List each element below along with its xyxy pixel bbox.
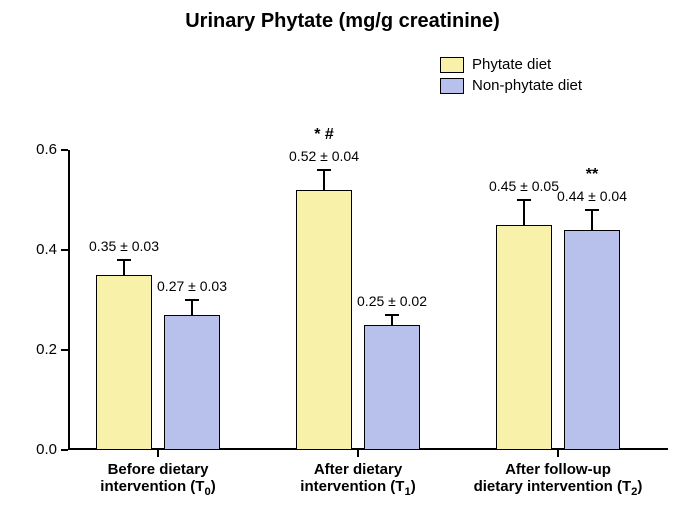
legend: Phytate diet Non-phytate diet bbox=[440, 56, 582, 98]
legend-swatch bbox=[440, 57, 464, 73]
significance-marker: * # bbox=[284, 126, 364, 144]
x-axis-label: After dietaryintervention (T1) bbox=[258, 461, 458, 498]
error-cap bbox=[585, 209, 599, 211]
bar bbox=[164, 315, 220, 450]
legend-label: Non-phytate diet bbox=[472, 77, 582, 94]
error-cap bbox=[317, 169, 331, 171]
error-cap bbox=[117, 259, 131, 261]
y-tick-label: 0.0 bbox=[17, 441, 57, 458]
value-label: 0.27 ± 0.03 bbox=[142, 278, 242, 294]
significance-marker: ** bbox=[552, 166, 632, 184]
legend-swatch bbox=[440, 78, 464, 94]
error-bar bbox=[191, 300, 193, 315]
x-tick bbox=[157, 450, 159, 457]
legend-item: Non-phytate diet bbox=[440, 77, 582, 94]
error-cap bbox=[385, 314, 399, 316]
y-tick bbox=[61, 249, 68, 251]
bar bbox=[96, 275, 152, 450]
x-axis-label-line2: dietary intervention (T2) bbox=[458, 478, 658, 498]
error-bar bbox=[123, 260, 125, 275]
x-axis-label: After follow-updietary intervention (T2) bbox=[458, 461, 658, 498]
bar bbox=[296, 190, 352, 450]
y-tick bbox=[61, 449, 68, 451]
y-tick-label: 0.6 bbox=[17, 141, 57, 158]
error-bar bbox=[523, 200, 525, 225]
y-tick bbox=[61, 149, 68, 151]
error-cap bbox=[185, 299, 199, 301]
x-axis-label: Before dietaryintervention (T0) bbox=[58, 461, 258, 498]
error-bar bbox=[323, 170, 325, 190]
x-axis-label-line1: Before dietary bbox=[58, 461, 258, 478]
x-axis-label-line1: After dietary bbox=[258, 461, 458, 478]
value-label: 0.35 ± 0.03 bbox=[74, 238, 174, 254]
error-bar bbox=[391, 315, 393, 325]
bar bbox=[496, 225, 552, 450]
legend-label: Phytate diet bbox=[472, 56, 551, 73]
value-label: 0.52 ± 0.04 bbox=[274, 148, 374, 164]
value-label: 0.44 ± 0.04 bbox=[542, 188, 642, 204]
bar bbox=[564, 230, 620, 450]
x-axis-label-line2: intervention (T1) bbox=[258, 478, 458, 498]
x-tick bbox=[557, 450, 559, 457]
error-bar bbox=[591, 210, 593, 230]
error-cap bbox=[517, 199, 531, 201]
chart-title: Urinary Phytate (mg/g creatinine) bbox=[0, 10, 685, 33]
y-tick bbox=[61, 349, 68, 351]
plot-area: 0.00.20.40.60.35 ± 0.030.27 ± 0.03Before… bbox=[68, 150, 668, 450]
x-axis-label-line2: intervention (T0) bbox=[58, 478, 258, 498]
x-tick bbox=[357, 450, 359, 457]
y-tick-label: 0.2 bbox=[17, 341, 57, 358]
y-axis bbox=[68, 150, 70, 450]
bar bbox=[364, 325, 420, 450]
chart-container: Urinary Phytate (mg/g creatinine) Phytat… bbox=[0, 0, 685, 517]
legend-item: Phytate diet bbox=[440, 56, 582, 73]
value-label: 0.25 ± 0.02 bbox=[342, 293, 442, 309]
y-tick-label: 0.4 bbox=[17, 241, 57, 258]
x-axis-label-line1: After follow-up bbox=[458, 461, 658, 478]
